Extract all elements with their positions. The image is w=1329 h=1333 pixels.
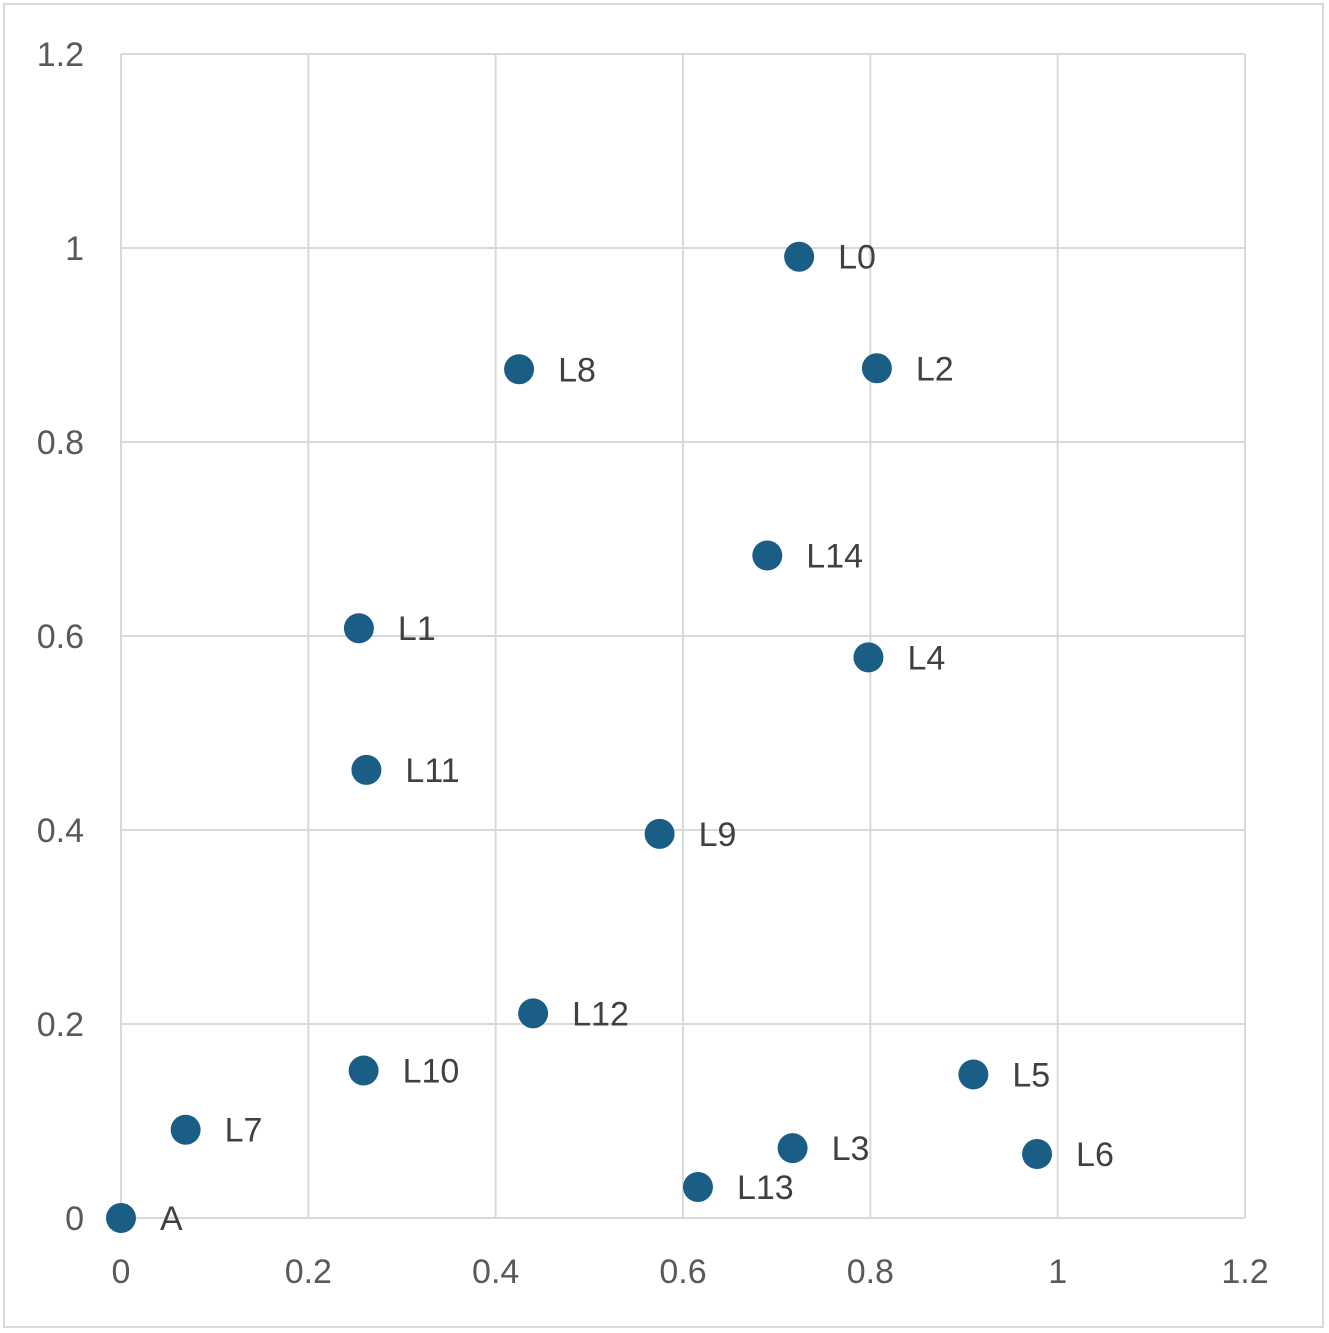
data-label-l11: L11 xyxy=(405,752,459,790)
data-label-l5: L5 xyxy=(1012,1056,1050,1094)
x-tick-label: 0.2 xyxy=(285,1253,332,1291)
data-point-l11 xyxy=(351,754,382,785)
data-label-l8: L8 xyxy=(558,351,596,389)
data-point-l4 xyxy=(853,642,884,673)
y-tick-label: 1.2 xyxy=(37,36,84,74)
data-label-l9: L9 xyxy=(699,816,737,854)
x-tick-label: 0.8 xyxy=(847,1253,894,1291)
data-point-l1 xyxy=(343,613,374,644)
data-label-l13: L13 xyxy=(737,1169,794,1207)
grid-layer xyxy=(120,53,1246,1219)
data-label-l7: L7 xyxy=(225,1112,263,1150)
data-point-l9 xyxy=(644,818,675,849)
y-axis-ticks: 0 0.2 0.4 0.6 0.8 1 1.2 xyxy=(37,36,84,1238)
data-point-l8 xyxy=(504,354,535,385)
x-axis-ticks: 0 0.2 0.4 0.6 0.8 1 1.2 xyxy=(112,1253,1269,1291)
data-label-l6: L6 xyxy=(1076,1136,1114,1174)
data-points xyxy=(106,241,1053,1233)
x-tick-label: 0 xyxy=(112,1253,131,1291)
data-label-l14: L14 xyxy=(806,537,863,575)
data-point-l0 xyxy=(784,241,815,272)
data-point-l6 xyxy=(1022,1138,1053,1169)
data-point-l10 xyxy=(348,1055,379,1086)
data-label-l4: L4 xyxy=(907,639,945,677)
y-tick-label: 0.4 xyxy=(37,812,84,850)
data-point-l5 xyxy=(958,1059,989,1090)
data-label-a: A xyxy=(160,1200,183,1238)
x-tick-label: 0.4 xyxy=(472,1253,519,1291)
y-tick-label: 0 xyxy=(65,1200,84,1238)
data-label-l0: L0 xyxy=(838,239,876,277)
y-tick-label: 0.6 xyxy=(37,618,84,656)
data-label-l10: L10 xyxy=(403,1053,460,1091)
data-label-l3: L3 xyxy=(832,1130,870,1168)
data-point-l12 xyxy=(518,998,549,1029)
data-point-l2 xyxy=(861,353,892,384)
data-label-l1: L1 xyxy=(398,610,436,648)
chart-frame xyxy=(3,3,1324,1328)
data-label-l12: L12 xyxy=(572,995,629,1033)
y-tick-label: 0.8 xyxy=(37,424,84,462)
data-label-l2: L2 xyxy=(916,350,954,388)
x-tick-label: 1.2 xyxy=(1221,1253,1268,1291)
data-point-l13 xyxy=(682,1171,713,1202)
data-point-l3 xyxy=(777,1133,808,1164)
data-point-a xyxy=(106,1203,136,1233)
data-labels: A L0 L1 L2 L3 L4 L5 L6 L7 L8 L9 L10 L11 L12 L13 L14 xyxy=(160,239,1114,1238)
data-point-l14 xyxy=(752,540,783,571)
data-point-l7 xyxy=(170,1114,201,1145)
x-tick-label: 0.6 xyxy=(659,1253,706,1291)
x-tick-label: 1 xyxy=(1048,1253,1067,1291)
y-tick-label: 1 xyxy=(65,230,84,268)
y-tick-label: 0.2 xyxy=(37,1006,84,1044)
